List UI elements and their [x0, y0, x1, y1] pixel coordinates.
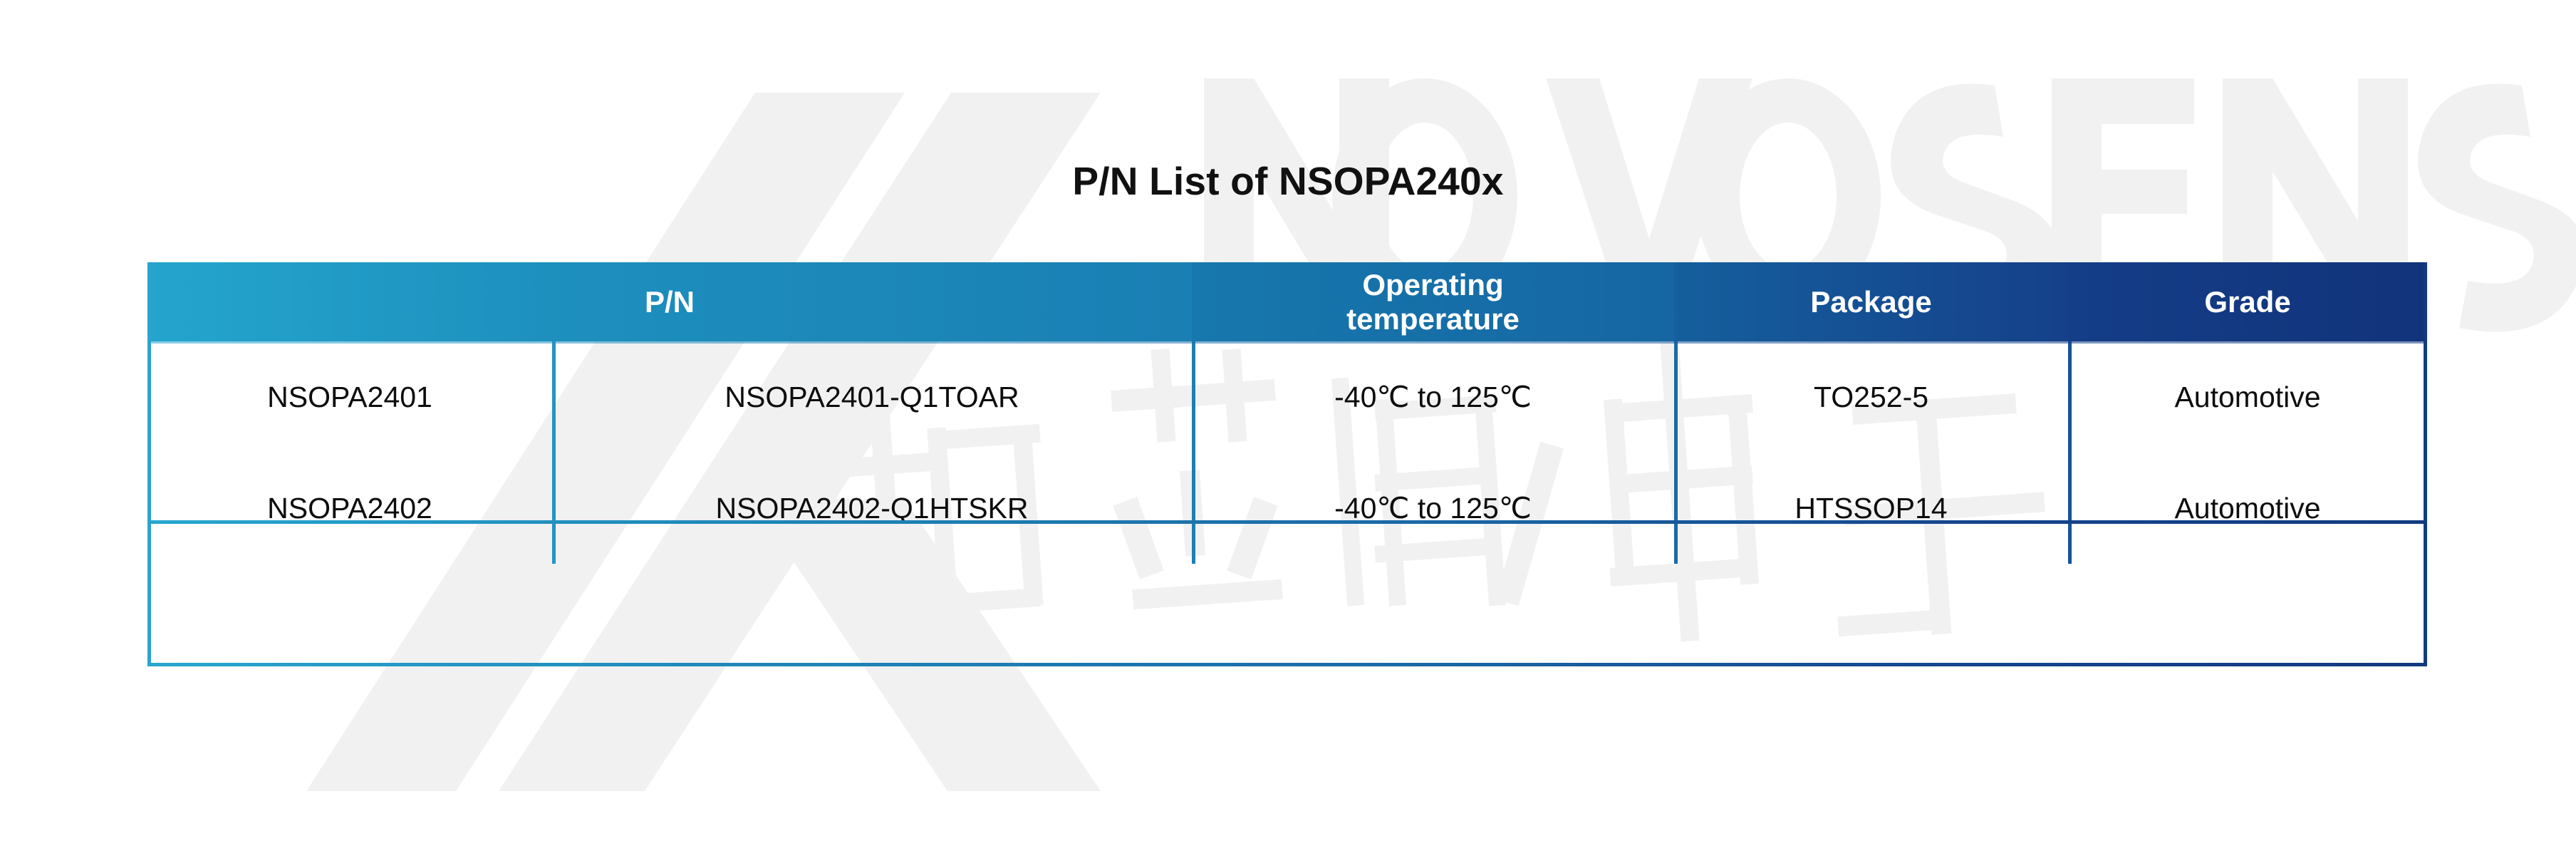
- cell-pn-short: NSOPA2402: [147, 453, 552, 564]
- table-row: NSOPA2401 NSOPA2401-Q1TOAR -40℃ to 125℃ …: [147, 341, 2427, 453]
- pn-list-table: P/N Operating temperature Package Grade …: [147, 262, 2428, 564]
- column-header-package: Package: [1674, 262, 2069, 341]
- table-right-border: [2424, 262, 2427, 666]
- table-body: NSOPA2401 NSOPA2401-Q1TOAR -40℃ to 125℃ …: [147, 341, 2427, 564]
- cell-grade: Automotive: [2068, 341, 2427, 453]
- cell-operating-temperature: -40℃ to 125℃: [1192, 453, 1674, 564]
- column-header-operating-temperature-line2: temperature: [1346, 301, 1520, 336]
- cell-operating-temperature: -40℃ to 125℃: [1192, 341, 1674, 453]
- table-header-bottom-rule: [147, 341, 2427, 344]
- cell-pn-full: NSOPA2401-Q1TOAR: [552, 341, 1192, 453]
- column-header-pn: P/N: [147, 262, 1193, 341]
- cell-grade: Automotive: [2068, 453, 2427, 564]
- cell-package: HTSSOP14: [1674, 453, 2068, 564]
- column-header-operating-temperature: Operating temperature: [1192, 262, 1675, 341]
- table-header: P/N Operating temperature Package Grade: [147, 262, 2428, 341]
- cell-package: TO252-5: [1674, 341, 2068, 453]
- cell-pn-short: NSOPA2401: [147, 341, 552, 453]
- column-header-grade: Grade: [2068, 262, 2428, 341]
- cell-pn-full: NSOPA2402-Q1HTSKR: [552, 453, 1192, 564]
- table-row-divider: [147, 520, 2427, 524]
- table-row: NSOPA2402 NSOPA2402-Q1HTSKR -40℃ to 125℃…: [147, 453, 2427, 564]
- table-header-row: P/N Operating temperature Package Grade: [147, 262, 2428, 341]
- table-bottom-border: [147, 663, 2427, 666]
- page-title: P/N List of NSOPA240x: [1072, 159, 1504, 203]
- column-header-operating-temperature-line1: Operating: [1362, 267, 1504, 301]
- table-left-border: [147, 262, 151, 666]
